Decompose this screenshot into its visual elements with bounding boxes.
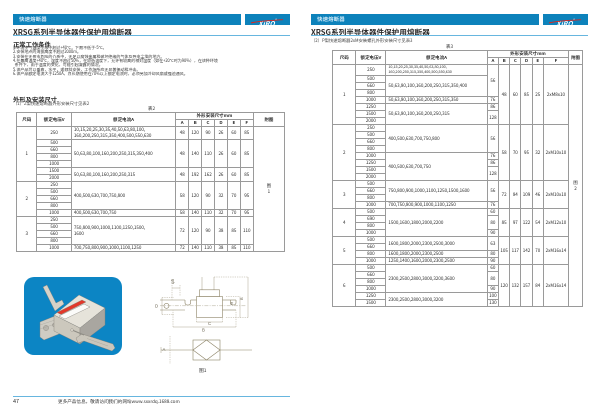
svg-text:E: E [231,301,234,306]
svg-text:B: B [239,297,244,300]
svg-text:A: A [163,347,166,352]
svg-text:C: C [208,321,211,326]
svg-text:图1: 图1 [199,367,207,374]
svg-text:B: B [202,328,205,333]
svg-text:D: D [155,304,158,309]
svg-text:φ5: φ5 [170,278,175,284]
